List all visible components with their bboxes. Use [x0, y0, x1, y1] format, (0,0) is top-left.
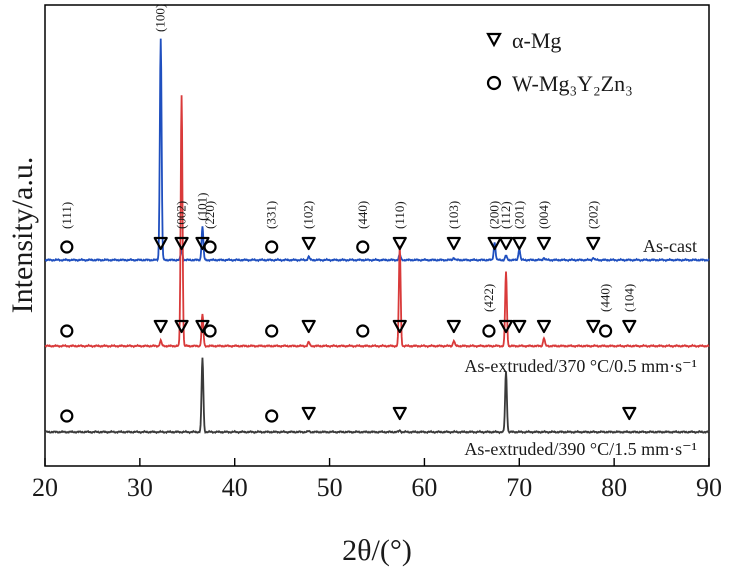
w-phase-marker: [356, 324, 370, 338]
alpha-mg-marker: [392, 236, 407, 251]
peak-index-label: (102): [301, 201, 316, 229]
w-phase-marker: [265, 409, 279, 423]
legend-label: α-Mg: [512, 28, 561, 53]
alpha-mg-marker: [586, 319, 601, 334]
traces-layer: [44, 38, 710, 435]
w-phase-marker: [599, 324, 613, 338]
legend-label: W-Mg₃Y₂Zn₃: [512, 71, 633, 96]
alpha-mg-marker: [446, 319, 461, 334]
w-phase-marker: [203, 240, 217, 254]
x-tick-label: 40: [222, 473, 248, 502]
w-phase-marker: [265, 324, 279, 338]
peak-index-label: (440): [355, 201, 370, 229]
alpha-mg-marker: [301, 236, 316, 251]
peak-index-label: (112): [498, 201, 513, 229]
alpha-mg-marker: [512, 236, 527, 251]
alpha-mg-marker: [536, 319, 552, 334]
x-tick-label: 80: [601, 473, 627, 502]
series-line: [44, 95, 710, 349]
alpha-mg-marker: [301, 406, 316, 421]
x-tick-label: 90: [696, 473, 722, 502]
x-tick-label: 20: [32, 473, 58, 502]
w-phase-marker: [265, 240, 279, 254]
w-phase-marker: [60, 324, 74, 338]
x-tick-label: 50: [317, 473, 343, 502]
alpha-mg-marker: [392, 406, 407, 421]
x-tick-label: 30: [127, 473, 153, 502]
series-labels: As-cast As-extruded/370 °C/0.5 mm·s⁻¹ As-e…: [464, 236, 697, 459]
w-phase-marker: [60, 240, 74, 254]
peak-index-label: (422): [481, 284, 496, 312]
peak-index-label: (002): [174, 201, 189, 229]
alpha-mg-marker: [586, 236, 601, 251]
w-phase-marker: [356, 240, 370, 254]
alpha-mg-marker: [498, 319, 514, 334]
x-tick-label: 60: [411, 473, 437, 502]
peak-index-label: (200): [487, 201, 502, 229]
peak-index-label: (004): [536, 201, 551, 229]
alpha-mg-marker: [487, 236, 502, 251]
alpha-mg-marker: [512, 319, 527, 334]
alpha-mg-marker: [446, 236, 461, 251]
alpha-mg-marker: [301, 319, 316, 334]
plot-frame: [44, 4, 710, 467]
alpha-mg-marker: [392, 319, 407, 334]
peak-index-label: (220): [202, 201, 217, 229]
alpha-mg-marker: [153, 236, 168, 251]
legend-circle-icon: [486, 75, 502, 91]
series-line: [44, 38, 710, 263]
peak-index-label: (202): [585, 201, 600, 229]
alpha-mg-marker: [174, 236, 189, 251]
series-label: As-extruded/390 °C/1.5 mm·s⁻¹: [464, 439, 697, 459]
series-line: [44, 357, 710, 435]
alpha-mg-marker: [536, 236, 552, 251]
x-axis-label: 2θ/(°): [342, 534, 412, 567]
peak-index-label: (111): [59, 202, 74, 229]
peak-index-label: (110): [392, 201, 407, 229]
legend: α-Mg W-Mg₃Y₂Zn₃: [486, 28, 633, 96]
alpha-mg-marker: [498, 236, 514, 251]
alpha-mg-marker: [622, 319, 637, 334]
w-phase-marker: [482, 324, 496, 338]
peak-index-label: (100): [153, 4, 168, 32]
peak-index-label: (101): [195, 193, 210, 221]
w-phase-marker: [60, 409, 74, 423]
peak-index-label: (331): [264, 201, 279, 229]
peak-index-label: (104): [621, 284, 636, 312]
y-axis-label: Intensity/a.u.: [6, 157, 39, 314]
peak-index-label: (440): [598, 284, 613, 312]
legend-triangle-icon: [486, 32, 502, 48]
series-label: As-cast: [643, 236, 697, 256]
x-axis-ticks: 20 30 40 50 60 70 80 90: [32, 458, 722, 502]
series-label: As-extruded/370 °C/0.5 mm·s⁻¹: [464, 356, 697, 376]
alpha-mg-marker: [174, 319, 189, 334]
alpha-mg-marker: [622, 406, 637, 421]
w-phase-marker: [203, 324, 217, 338]
alpha-mg-marker: [153, 319, 168, 334]
x-tick-label: 70: [506, 473, 532, 502]
peak-index-label: (103): [446, 201, 461, 229]
markers-layer: (100) (111) (002) (101)(220) (331) (102) (440)…: [59, 4, 637, 423]
peak-index-label: (201): [511, 201, 526, 229]
